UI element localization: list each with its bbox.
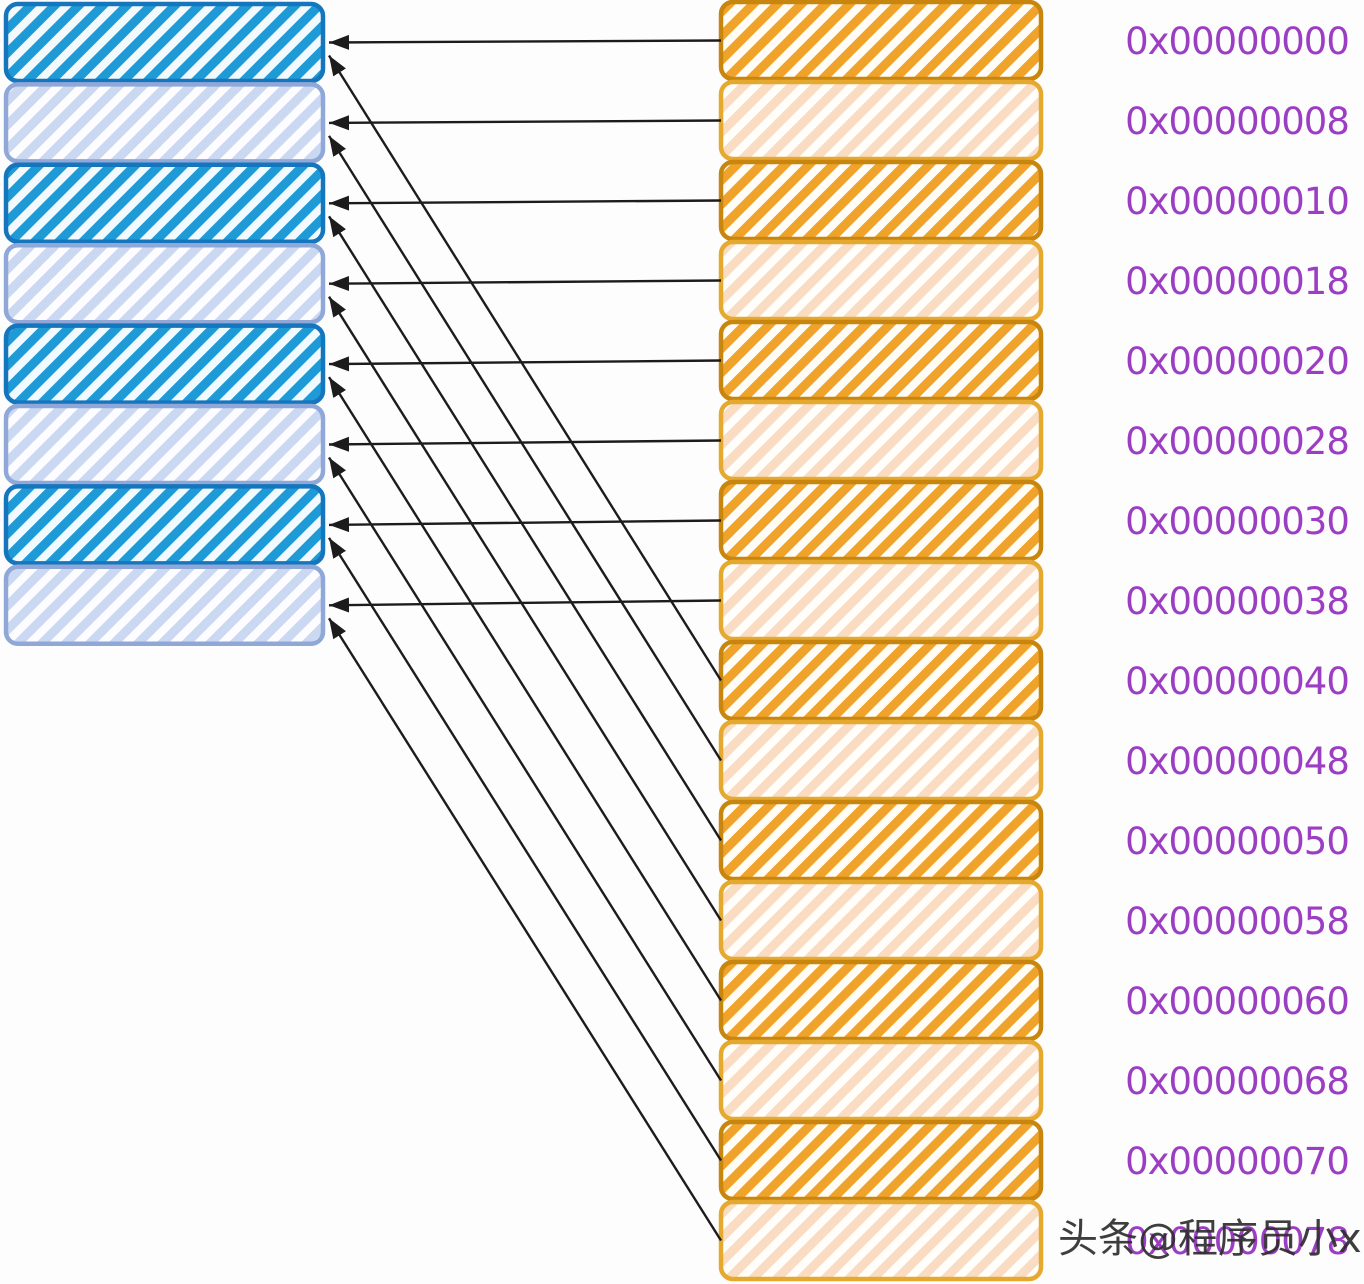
address-label-14: 0x00000070 xyxy=(1125,1140,1349,1183)
memory-block-9 xyxy=(718,719,1044,802)
mapping-arrow-12-to-4 xyxy=(327,376,723,1002)
mapping-arrows xyxy=(327,34,723,1242)
address-label-11: 0x00000058 xyxy=(1125,900,1349,943)
mapping-arrow-13-to-5 xyxy=(327,456,723,1082)
cache-block-2 xyxy=(3,162,326,245)
address-labels: 0x00000000 0x00000008 0x00000010 0x00000018… xyxy=(1125,20,1350,1263)
memory-block-0 xyxy=(718,0,1044,82)
memory-block-7 xyxy=(718,559,1044,642)
address-label-13: 0x00000068 xyxy=(1125,1060,1349,1103)
cache-block-7 xyxy=(3,564,326,647)
mapping-arrow-15-to-7 xyxy=(327,617,723,1242)
address-label-2: 0x00000010 xyxy=(1125,180,1349,223)
memory-block-4 xyxy=(718,319,1044,402)
address-label-10: 0x00000050 xyxy=(1125,820,1349,863)
address-label-4: 0x00000020 xyxy=(1125,340,1349,383)
cache-block-3 xyxy=(3,242,326,325)
memory-block-10 xyxy=(718,799,1044,882)
memory-block-14 xyxy=(718,1119,1044,1202)
cache-block-6 xyxy=(3,484,326,566)
memory-block-1 xyxy=(718,79,1044,162)
memory-column xyxy=(718,0,1044,1282)
memory-block-5 xyxy=(718,399,1044,482)
mapping-arrow-9-to-1 xyxy=(327,135,723,762)
mapping-arrow-10-to-2 xyxy=(327,215,723,842)
address-label-3: 0x00000018 xyxy=(1125,260,1349,303)
memory-block-3 xyxy=(718,239,1044,322)
memory-block-2 xyxy=(718,159,1044,242)
cache-block-4 xyxy=(3,323,326,405)
memory-block-13 xyxy=(718,1039,1044,1122)
memory-block-12 xyxy=(718,959,1044,1042)
address-label-9: 0x00000048 xyxy=(1125,740,1349,783)
address-label-6: 0x00000030 xyxy=(1125,500,1349,543)
cache-block-5 xyxy=(3,403,326,486)
address-label-1: 0x00000008 xyxy=(1125,100,1349,143)
mapping-arrow-4-to-4 xyxy=(328,356,722,372)
watermark: 头条@程序员小x xyxy=(1058,1216,1362,1262)
mapping-arrow-6-to-6 xyxy=(328,517,722,533)
mapping-arrow-8-to-0 xyxy=(327,54,723,682)
mapping-arrow-14-to-6 xyxy=(327,537,723,1162)
mapping-arrow-0-to-0 xyxy=(328,34,722,50)
memory-block-8 xyxy=(718,639,1044,722)
address-label-12: 0x00000060 xyxy=(1125,980,1349,1023)
cache-block-1 xyxy=(3,82,326,164)
memory-block-11 xyxy=(718,879,1044,962)
mapping-arrow-1-to-1 xyxy=(328,115,722,131)
memory-block-15 xyxy=(718,1199,1044,1282)
mapping-arrow-2-to-2 xyxy=(328,195,722,211)
address-label-0: 0x00000000 xyxy=(1125,20,1349,63)
address-label-15: 0x00000078 xyxy=(1125,1220,1349,1263)
address-label-7: 0x00000038 xyxy=(1125,580,1349,623)
address-label-8: 0x00000040 xyxy=(1125,660,1349,703)
cache-column xyxy=(3,1,326,647)
cache-block-0 xyxy=(3,1,326,84)
mapping-arrow-5-to-5 xyxy=(328,436,722,452)
mapping-arrow-7-to-7 xyxy=(328,597,722,613)
address-label-5: 0x00000028 xyxy=(1125,420,1349,463)
mapping-arrow-3-to-3 xyxy=(328,276,722,292)
memory-block-6 xyxy=(718,479,1044,562)
mapping-arrow-11-to-3 xyxy=(327,296,723,922)
